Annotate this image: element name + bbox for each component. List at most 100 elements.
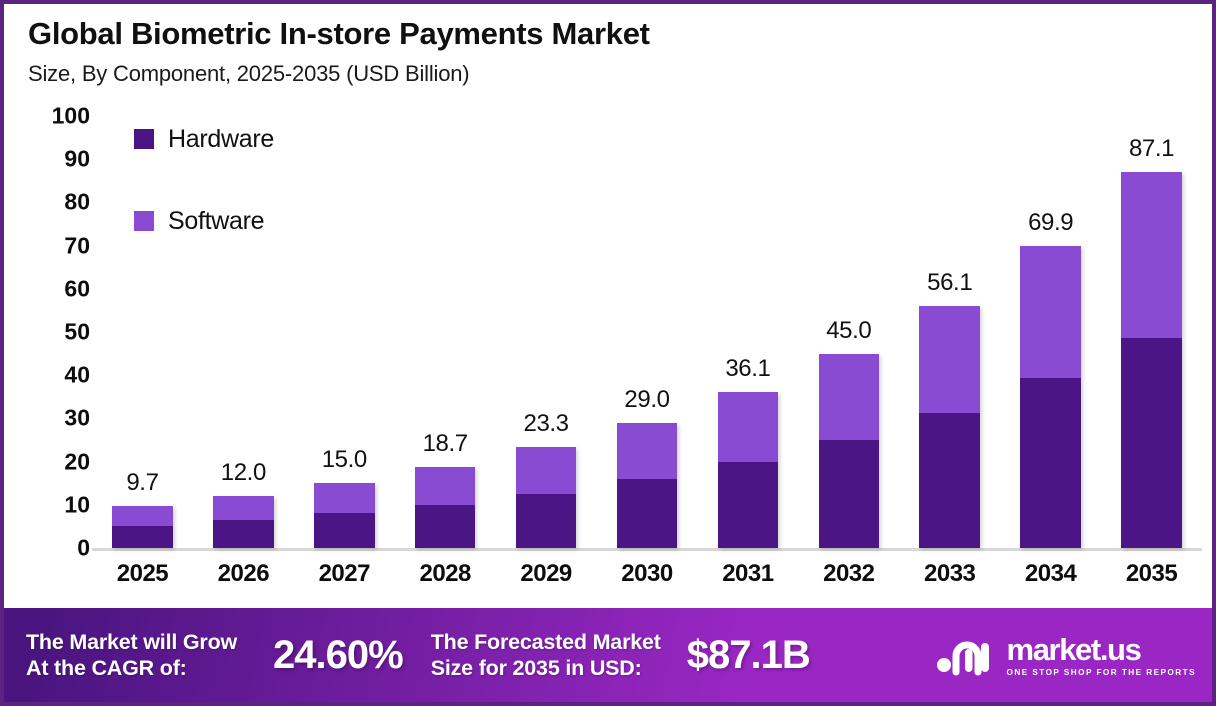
bar-value-label: 23.3 <box>523 410 570 438</box>
cagr-value: 24.60% <box>273 632 404 677</box>
bar-value-label: 69.9 <box>1028 209 1074 237</box>
bar-value-label: 87.1 <box>1128 134 1175 162</box>
bar-segment-hardware[interactable] <box>314 513 375 548</box>
y-axis-tick: 90 <box>64 145 90 172</box>
x-axis-tick: 2035 <box>1125 560 1178 587</box>
bar-group[interactable]: 87.1 <box>1121 116 1182 548</box>
x-axis-baseline <box>92 548 1202 551</box>
bar-segment-hardware[interactable] <box>717 461 779 548</box>
bar-segment-hardware[interactable] <box>414 504 476 548</box>
logo-wordmark: market.us <box>1006 631 1142 667</box>
y-axis-tick: 30 <box>64 404 90 431</box>
bar-segment-hardware[interactable] <box>919 413 980 548</box>
y-axis-tick: 100 <box>51 102 90 129</box>
bar-series-container: 9.7 12.0 15.0 18.7 23.3 29.0 36.1 45.0 56.1 69.9 8… <box>92 116 1202 548</box>
bar-segment-software[interactable] <box>314 483 375 514</box>
bar-segment-software[interactable] <box>616 422 678 479</box>
bar-segment-hardware[interactable] <box>515 494 577 548</box>
bar-stack[interactable] <box>1121 171 1182 548</box>
bar-group[interactable]: 9.7 <box>112 116 173 548</box>
bar-stack[interactable] <box>112 506 173 548</box>
bar-group[interactable]: 23.3 <box>515 116 577 548</box>
summary-banner: The Market will Grow At the CAGR of: 24.… <box>4 608 1212 702</box>
bar-segment-software[interactable] <box>414 467 476 505</box>
bar-stack[interactable] <box>717 392 779 548</box>
bar-value-label: 9.7 <box>126 469 159 497</box>
legend-item-software: Software <box>134 206 274 235</box>
market-us-logo[interactable]: market.us ONE STOP SHOP FOR THE REPORTS <box>936 632 1196 678</box>
forecast-label-line2: Size for 2035 in USD: <box>430 656 642 680</box>
bar-group[interactable]: 15.0 <box>314 116 375 548</box>
x-axis-tick: 2028 <box>419 560 471 587</box>
x-axis-tick: 2029 <box>520 560 572 587</box>
bar-value-label: 12.0 <box>220 459 267 487</box>
plot-area: 0 10 20 30 40 50 60 70 80 90 100 Hardware Software… <box>4 103 1212 604</box>
bar-stack[interactable] <box>616 422 678 548</box>
bar-segment-hardware[interactable] <box>1121 337 1182 548</box>
x-axis-tick: 2031 <box>722 560 774 587</box>
bar-segment-software[interactable] <box>213 496 274 520</box>
y-axis: 0 10 20 30 40 50 60 70 80 90 100 <box>4 103 90 604</box>
x-axis-tick: 2033 <box>924 560 976 587</box>
x-axis-tick: 2025 <box>116 560 169 587</box>
legend: Hardware Software <box>134 124 274 235</box>
bar-stack[interactable] <box>414 467 476 548</box>
header: Global Biometric In-store Payments Marke… <box>28 16 1188 87</box>
bar-stack[interactable] <box>213 496 274 548</box>
bar-segment-hardware[interactable] <box>213 519 274 548</box>
bar-group[interactable]: 12.0 <box>213 116 274 548</box>
y-axis-tick: 40 <box>64 361 90 388</box>
bar-stack[interactable] <box>818 353 880 548</box>
x-axis: 2025 2026 2027 2028 2029 2030 2031 2032 2033 2034… <box>92 560 1202 600</box>
x-axis-tick: 2034 <box>1024 560 1077 587</box>
bar-segment-software[interactable] <box>919 305 980 414</box>
bar-segment-software[interactable] <box>717 392 779 462</box>
bar-group[interactable]: 29.0 <box>616 116 678 548</box>
bar-segment-hardware[interactable] <box>616 478 678 548</box>
bar-stack[interactable] <box>515 447 577 548</box>
bar-value-label: 18.7 <box>422 430 469 458</box>
forecast-value: $87.1B <box>686 632 811 677</box>
bar-segment-software[interactable] <box>515 447 577 495</box>
x-axis-tick: 2027 <box>318 560 371 587</box>
bar-group[interactable]: 45.0 <box>818 116 880 548</box>
bar-segment-hardware[interactable] <box>1020 378 1081 548</box>
y-axis-tick: 80 <box>64 188 90 215</box>
bar-segment-hardware[interactable] <box>818 440 880 548</box>
x-axis-tick: 2030 <box>621 560 673 587</box>
bar-segment-software[interactable] <box>818 353 880 440</box>
cagr-label: The Market will Grow At the CAGR of: <box>26 629 237 681</box>
forecast-label: The Forecasted Market Size for 2035 in U… <box>431 629 661 681</box>
legend-swatch-software <box>134 211 154 231</box>
bar-segment-hardware[interactable] <box>112 525 173 548</box>
bar-value-label: 36.1 <box>725 355 771 383</box>
page-subtitle: Size, By Component, 2025-2035 (USD Billi… <box>28 60 470 86</box>
bar-value-label: 45.0 <box>826 316 872 344</box>
cagr-label-line2: At the CAGR of: <box>26 656 187 680</box>
forecast-label-line1: The Forecasted Market <box>430 629 661 654</box>
bar-stack[interactable] <box>1020 246 1081 548</box>
logo-tagline: ONE STOP SHOP FOR THE REPORTS <box>1006 667 1196 677</box>
y-axis-tick: 20 <box>64 448 90 475</box>
y-axis-tick: 0 <box>77 534 90 561</box>
bar-group[interactable]: 69.9 <box>1020 116 1081 548</box>
bar-segment-software[interactable] <box>1121 171 1182 338</box>
bar-segment-software[interactable] <box>112 506 173 526</box>
bar-group[interactable]: 18.7 <box>414 116 476 548</box>
bar-value-label: 29.0 <box>624 385 670 413</box>
x-axis-tick: 2032 <box>823 560 875 587</box>
bar-segment-software[interactable] <box>1020 246 1081 379</box>
bar-group[interactable]: 36.1 <box>717 116 779 548</box>
legend-swatch-hardware <box>134 129 154 149</box>
y-axis-tick: 70 <box>64 232 90 259</box>
legend-label-software: Software <box>168 206 265 235</box>
bar-group[interactable]: 56.1 <box>919 116 980 548</box>
y-axis-tick: 60 <box>64 275 90 302</box>
bar-stack[interactable] <box>919 305 980 548</box>
legend-label-hardware: Hardware <box>168 124 274 153</box>
bar-value-label: 15.0 <box>321 446 368 474</box>
page-title: Global Biometric In-store Payments Marke… <box>28 16 650 51</box>
bar-stack[interactable] <box>314 483 375 548</box>
y-axis-tick: 50 <box>64 318 90 345</box>
